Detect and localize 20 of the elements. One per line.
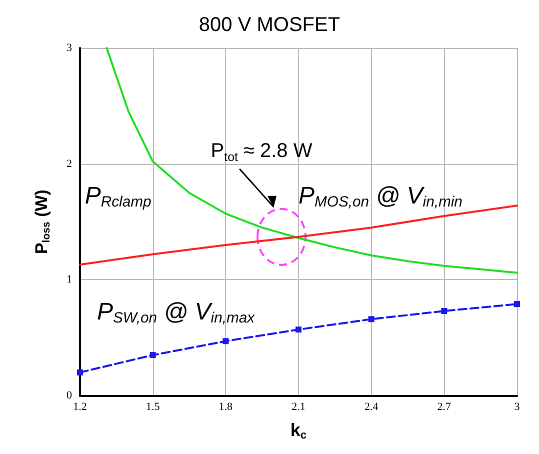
point: [150, 352, 156, 358]
point: [514, 301, 520, 308]
point: [296, 326, 302, 333]
x-tick-label: 2.1: [292, 401, 306, 414]
x-tick-label: 1.8: [218, 401, 234, 414]
x-tick-label: 1.5: [146, 401, 160, 414]
point: [222, 338, 229, 344]
point: [441, 308, 448, 314]
x-tick-label: 2.7: [437, 401, 452, 414]
point: [368, 316, 374, 322]
point: [77, 369, 83, 376]
chart-title: 800 V MOSFET: [198, 14, 340, 36]
y-tick-label: 0: [66, 390, 72, 402]
y-tick-label: 2: [66, 158, 72, 170]
y-axis-title: Ploss (W): [32, 190, 52, 254]
y-tick-label: 1: [66, 274, 72, 286]
y-tick-label: 3: [66, 42, 72, 54]
x-tick-label: 3: [514, 401, 520, 414]
x-tick-label: 1.2: [73, 401, 87, 414]
x-tick-label: 2.4: [364, 401, 379, 414]
